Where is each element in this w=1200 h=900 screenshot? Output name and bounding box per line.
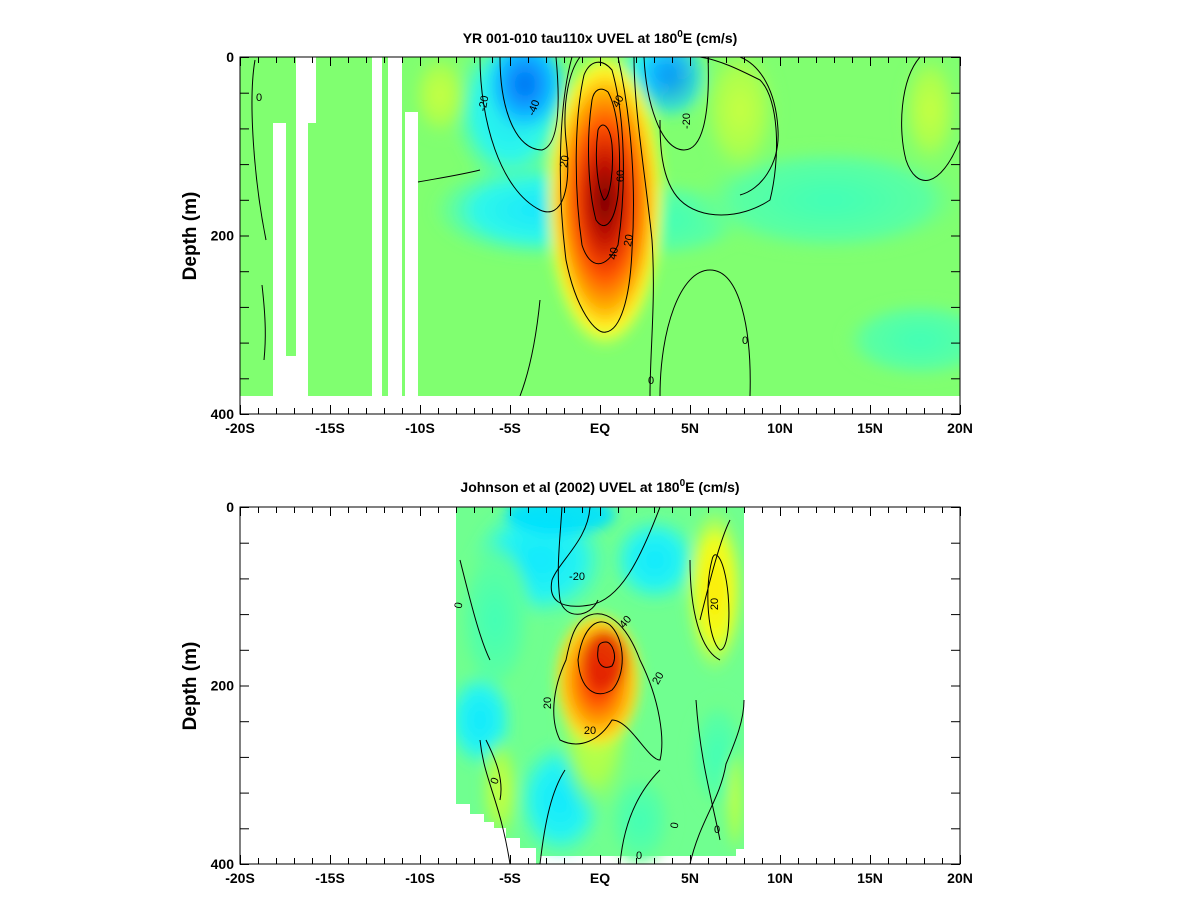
- x-tick-label: 20N: [947, 870, 973, 886]
- panel-1-title: YR 001-010 tau110x UVEL at 1800E (cm/s): [463, 29, 738, 46]
- y-tick-label: 400: [211, 406, 235, 422]
- panel-2-contour-labels: 0 -20 40 20 20 20 20 0 0 0 0: [453, 571, 721, 862]
- svg-text:0: 0: [488, 776, 501, 786]
- x-tick-label: -15S: [315, 420, 345, 436]
- svg-text:40: 40: [610, 93, 627, 110]
- svg-text:20: 20: [709, 598, 721, 610]
- y-tick-label: 200: [211, 228, 235, 244]
- svg-text:20: 20: [622, 233, 636, 247]
- x-tick-label: 20N: [947, 420, 973, 436]
- x-tick-label: -5S: [499, 420, 521, 436]
- x-tick-label: 10N: [767, 870, 793, 886]
- svg-text:0: 0: [636, 850, 642, 862]
- gap-7: [405, 112, 418, 396]
- x-tick-label: EQ: [590, 420, 610, 436]
- svg-text:0: 0: [256, 92, 262, 104]
- svg-text:-40: -40: [526, 98, 543, 117]
- gap-4: [308, 57, 316, 123]
- svg-text:40: 40: [607, 246, 621, 260]
- svg-text:0: 0: [714, 824, 720, 836]
- panel-1: YR 001-010 tau110x UVEL at 1800E (cm/s): [180, 29, 973, 436]
- x-tick-label: -20S: [225, 420, 255, 436]
- svg-text:0: 0: [648, 375, 654, 387]
- x-tick-label: -10S: [405, 420, 435, 436]
- panel-1-contour-labels: 0 -20 -40 20 40 60 40 20 -20 0 0: [256, 92, 748, 387]
- svg-text:20: 20: [558, 154, 572, 168]
- x-tick-label: -5S: [499, 870, 521, 886]
- gap-1: [273, 123, 286, 396]
- svg-text:0: 0: [669, 821, 682, 829]
- panel-2: Johnson et al (2002) UVEL at 1800E (cm/s…: [180, 478, 973, 886]
- panel-1-contours: [251, 57, 960, 396]
- x-tick-label: -20S: [225, 870, 255, 886]
- svg-text:0: 0: [742, 335, 748, 347]
- panel-2-title: Johnson et al (2002) UVEL at 1800E (cm/s…: [460, 478, 739, 495]
- y-tick-label: 0: [226, 49, 234, 65]
- gap-3: [296, 57, 308, 396]
- svg-text:20: 20: [650, 670, 667, 687]
- panel-1-field: 0 -20 -40 20 40 60 40 20 -20 0 0: [240, 57, 960, 396]
- x-tick-label: 15N: [857, 420, 883, 436]
- svg-text:60: 60: [615, 170, 627, 182]
- svg-text:-20: -20: [477, 95, 492, 113]
- gap-2: [286, 356, 296, 396]
- svg-text:20: 20: [584, 725, 596, 737]
- panel-2-contours: [459, 507, 745, 864]
- gap-5: [372, 57, 382, 396]
- x-tick-label: -15S: [315, 870, 345, 886]
- x-tick-label: EQ: [590, 870, 610, 886]
- svg-text:0: 0: [453, 601, 466, 609]
- y-tick-label: 0: [226, 499, 234, 515]
- x-tick-label: 15N: [857, 870, 883, 886]
- y-tick-label: 400: [211, 856, 235, 872]
- x-tick-label: 5N: [681, 870, 699, 886]
- svg-text:-20: -20: [681, 113, 693, 129]
- y-tick-label: 200: [211, 678, 235, 694]
- panel-1-ylabel: Depth (m): [180, 192, 201, 281]
- gap-6: [388, 57, 402, 396]
- svg-text:-20: -20: [569, 571, 585, 583]
- panel-2-ylabel: Depth (m): [180, 642, 201, 731]
- svg-text:20: 20: [542, 697, 554, 709]
- panel-2-field: 0 -20 40 20 20 20 20 0 0 0 0: [240, 507, 960, 864]
- x-tick-label: 5N: [681, 420, 699, 436]
- x-tick-label: 10N: [767, 420, 793, 436]
- x-tick-label: -10S: [405, 870, 435, 886]
